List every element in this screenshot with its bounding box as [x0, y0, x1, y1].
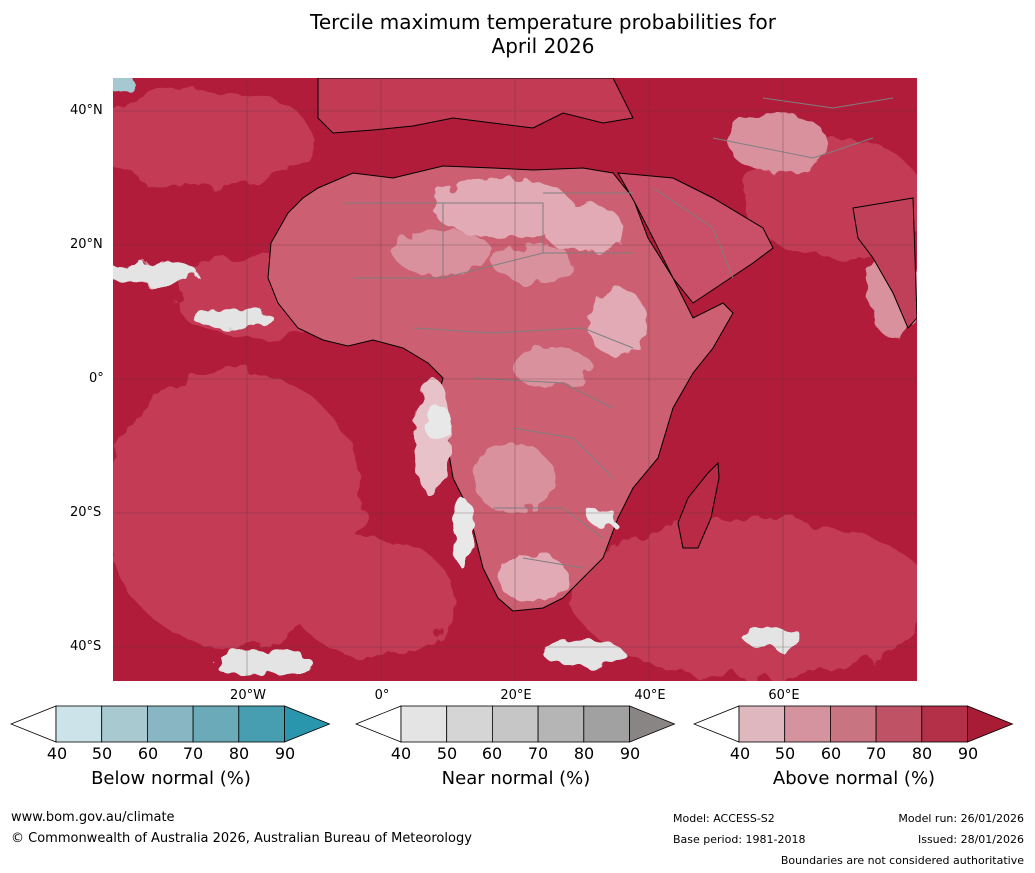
boundaries-disclaimer: Boundaries are not considered authoritat…: [780, 854, 1024, 867]
issued-date: Issued: 28/01/2026: [917, 833, 1024, 846]
above-colorbar-low-extend: [693, 705, 740, 743]
above-normal-label: Above normal (%): [772, 768, 936, 789]
title-line-2: April 2026: [491, 34, 595, 58]
near-tick-50: 50: [436, 744, 458, 763]
probability-map[interactable]: [113, 78, 917, 681]
near-tick-40: 40: [390, 744, 412, 763]
copyright-text: © Commonwealth of Australia 2026, Austra…: [11, 831, 472, 846]
near-colorbar-bin-60: [491, 705, 539, 743]
lon-label-0: 0°: [374, 688, 390, 703]
near-colorbar-bin-80: [583, 705, 630, 743]
lat-label-40s: 40°S: [70, 639, 102, 654]
above-tick-70: 70: [865, 744, 887, 763]
above-tick-80: 80: [911, 744, 933, 763]
base-period: Base period: 1981-2018: [673, 833, 806, 846]
above-colorbar-bin-60: [829, 705, 877, 743]
near-tick-80: 80: [573, 744, 595, 763]
below-colorbar-low-extend: [10, 705, 57, 743]
lon-label-40e: 40°E: [634, 688, 666, 703]
near-normal-colorbar: [355, 705, 676, 743]
near-tick-60: 60: [481, 744, 503, 763]
above-colorbar-high-extend: [967, 705, 1014, 743]
above-tick-90: 90: [957, 744, 979, 763]
africa-land: [267, 165, 734, 612]
above-normal-colorbar: [693, 705, 1014, 743]
near-tick-90: 90: [619, 744, 641, 763]
below-normal-colorbar: [10, 705, 331, 743]
graticule: [113, 78, 917, 681]
lon-label-20e: 20°E: [500, 688, 532, 703]
below-colorbar-high-extend: [284, 705, 331, 743]
below-tick-90: 90: [274, 744, 296, 763]
website-link[interactable]: www.bom.gov.au/climate: [11, 810, 175, 825]
near-colorbar-bin-50: [446, 705, 493, 743]
below-colorbar-bin-50: [101, 705, 148, 743]
below-tick-50: 50: [91, 744, 113, 763]
arabia-land: [617, 172, 774, 304]
model-run-date: Model run: 26/01/2026: [898, 812, 1024, 825]
below-colorbar-bin-80: [238, 705, 285, 743]
near-colorbar-low-extend: [355, 705, 402, 743]
above-colorbar-bin-40: [738, 705, 786, 743]
map-canvas: [113, 78, 917, 681]
below-tick-80: 80: [228, 744, 250, 763]
below-colorbar-bin-70: [192, 705, 240, 743]
title-line-1: Tercile maximum temperature probabilitie…: [310, 10, 776, 34]
below-colorbar-bin-60: [146, 705, 194, 743]
model-name: Model: ACCESS-S2: [673, 812, 775, 825]
below-normal-label: Below normal (%): [91, 768, 251, 789]
country-borders: [343, 97, 894, 569]
above-tick-60: 60: [820, 744, 842, 763]
near-colorbar-high-extend: [629, 705, 676, 743]
below-tick-60: 60: [137, 744, 159, 763]
above-colorbar-bin-70: [875, 705, 923, 743]
near-colorbar-bin-70: [537, 705, 585, 743]
near-colorbar-bin-40: [400, 705, 448, 743]
below-tick-70: 70: [182, 744, 204, 763]
europe-land: [317, 78, 634, 134]
below-tick-40: 40: [46, 744, 68, 763]
india-land: [852, 197, 917, 329]
above-tick-50: 50: [774, 744, 796, 763]
above-tick-40: 40: [729, 744, 751, 763]
near-normal-label: Near normal (%): [441, 768, 591, 789]
near-tick-70: 70: [527, 744, 549, 763]
lat-label-equator: 0°: [89, 371, 104, 386]
madagascar-land: [677, 461, 720, 549]
lat-label-20s: 20°S: [70, 505, 102, 520]
chart-title: Tercile maximum temperature probabilitie…: [0, 10, 1035, 58]
below-colorbar-bin-40: [55, 705, 103, 743]
above-colorbar-bin-80: [921, 705, 968, 743]
lat-label-20n: 20°N: [70, 237, 103, 252]
above-colorbar-bin-50: [784, 705, 831, 743]
lon-label-20w: 20°W: [230, 688, 266, 703]
lat-label-40n: 40°N: [70, 103, 103, 118]
lon-label-60e: 60°E: [768, 688, 800, 703]
